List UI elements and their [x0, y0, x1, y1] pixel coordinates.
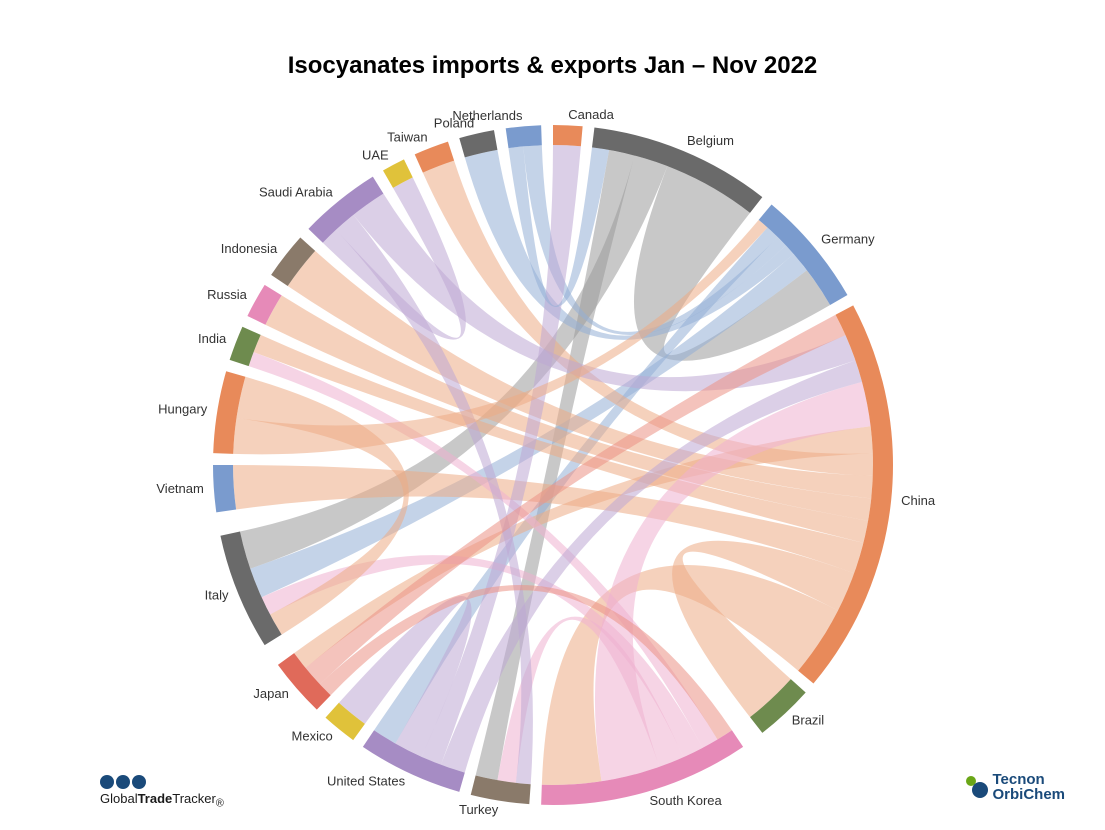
chord-arc — [213, 465, 236, 512]
chord-label: Saudi Arabia — [259, 184, 333, 199]
chord-arc — [553, 125, 583, 146]
chord-label: South Korea — [649, 793, 722, 808]
page-title: Isocyanates imports & exports Jan – Nov … — [0, 52, 1105, 80]
chord-label: Germany — [821, 231, 875, 246]
chord-label: Turkey — [458, 802, 498, 817]
logo-dots-icon — [100, 775, 146, 789]
logo-global-trade-tracker: GlobalTradeTracker® — [100, 775, 224, 810]
logo-right-text: Tecnon OrbiChem — [992, 772, 1065, 802]
chord-label: UAE — [361, 147, 388, 162]
chord-label: China — [901, 493, 936, 508]
chord-label: Brazil — [791, 712, 824, 727]
chord-label: Taiwan — [387, 130, 427, 145]
chord-label: Russia — [207, 287, 248, 302]
logo-right-icon — [966, 776, 988, 798]
chord-label: Indonesia — [220, 241, 277, 256]
chord-label: United States — [327, 774, 406, 789]
chord-label: Belgium — [686, 133, 733, 148]
logo-left-text: GlobalTradeTracker® — [100, 791, 224, 810]
chord-label: Japan — [253, 686, 288, 701]
chord-diagram: Canada Belgium Germany China Brazil South Kor… — [153, 105, 953, 825]
chord-arc — [505, 125, 541, 148]
chord-label: Netherlands — [452, 108, 523, 123]
chord-label: Vietnam — [156, 481, 203, 496]
chord-label: Mexico — [291, 728, 332, 743]
chord-label: Italy — [204, 588, 228, 603]
chord-label: India — [198, 331, 227, 346]
chord-label: Hungary — [158, 402, 208, 417]
chord-label: Canada — [568, 107, 614, 122]
logo-tecnon-orbichem: Tecnon OrbiChem — [966, 772, 1065, 802]
